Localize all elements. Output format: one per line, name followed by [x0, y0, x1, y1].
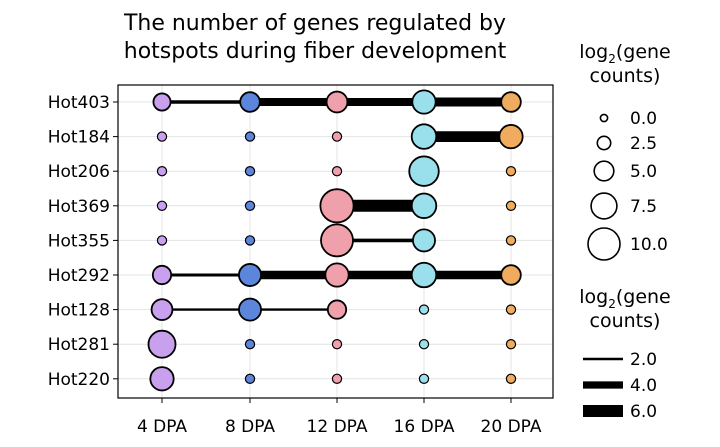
dot-hot206-8-dpa	[244, 166, 256, 177]
dot-hot355-16-dpa	[412, 228, 436, 253]
dot-hot403-20-dpa	[500, 91, 522, 113]
x-tick-label-8-dpa: 8 DPA	[225, 417, 275, 437]
size-legend-circle-2	[593, 160, 615, 182]
dot-hot206-4-dpa	[156, 166, 168, 177]
size-legend-label-3: 7.5	[630, 197, 657, 217]
size-legend-title-line-2: counts)	[590, 65, 661, 87]
dot-hot292-20-dpa	[500, 264, 522, 286]
size-legend-circle-4	[587, 227, 621, 261]
dot-hot128-8-dpa	[238, 297, 262, 322]
dot-hot355-4-dpa	[156, 235, 168, 246]
dot-hot128-20-dpa	[505, 304, 517, 315]
dot-hot220-20-dpa	[505, 373, 517, 384]
size-legend-label-0: 0.0	[630, 109, 657, 129]
dot-hot206-20-dpa	[505, 166, 517, 177]
dot-hot369-20-dpa	[505, 200, 517, 211]
width-legend-label-1: 4.0	[630, 376, 657, 396]
chart-title-line-1: The number of genes regulated by	[123, 11, 506, 36]
y-tick-label-hot355: Hot355	[48, 231, 110, 251]
size-legend-circle-0	[599, 113, 609, 123]
dot-hot220-8-dpa	[244, 373, 256, 384]
width-legend-title-line-2: counts)	[590, 310, 661, 332]
width-legend-label-2: 6.0	[630, 402, 657, 422]
size-legend-circle-1	[596, 135, 612, 151]
dot-hot369-16-dpa	[410, 192, 438, 219]
size-legend-circle-3	[590, 192, 618, 220]
dot-hot220-16-dpa	[418, 373, 430, 384]
legend: log2(genecounts)0.02.55.07.510.0log2(gen…	[579, 41, 671, 422]
dot-hot184-8-dpa	[244, 131, 256, 142]
dot-hot220-12-dpa	[331, 373, 343, 384]
plot-frame	[117, 84, 554, 399]
dot-hot128-16-dpa	[418, 304, 430, 315]
y-tick-label-hot220: Hot220	[48, 370, 110, 390]
x-tick-label-20-dpa: 20 DPA	[481, 417, 542, 437]
dot-hot403-12-dpa	[325, 90, 349, 114]
x-tick-label-4-dpa: 4 DPA	[137, 417, 187, 437]
dot-hot220-4-dpa	[149, 366, 175, 392]
y-tick-label-hot184: Hot184	[48, 128, 110, 148]
size-legend-label-2: 5.0	[630, 162, 657, 182]
width-legend-label-0: 2.0	[630, 350, 657, 370]
dot-hot355-8-dpa	[244, 235, 256, 246]
dot-hot184-4-dpa	[156, 131, 168, 142]
dot-hot292-8-dpa	[238, 263, 262, 287]
y-tick-label-hot369: Hot369	[48, 197, 110, 217]
chart-title-line-2: hotspots during fiber development	[124, 39, 507, 64]
dot-hot206-16-dpa	[408, 155, 440, 187]
dot-hot281-12-dpa	[331, 339, 343, 350]
dot-hot369-8-dpa	[244, 200, 256, 211]
size-legend-title-line-1: log2(gene	[579, 41, 671, 66]
y-tick-label-hot281: Hot281	[48, 335, 110, 355]
dot-hot369-12-dpa	[319, 188, 355, 224]
dot-hot184-16-dpa	[410, 123, 438, 150]
dot-hot281-20-dpa	[505, 339, 517, 350]
y-tick-label-hot403: Hot403	[48, 93, 110, 113]
x-tick-label-12-dpa: 12 DPA	[307, 417, 368, 437]
dot-hot403-4-dpa	[152, 92, 172, 112]
dot-hot184-20-dpa	[498, 124, 524, 150]
y-tick-label-hot128: Hot128	[48, 301, 110, 321]
dot-hot292-12-dpa	[324, 262, 350, 288]
size-legend-label-4: 10.0	[630, 235, 668, 255]
y-tick-label-hot292: Hot292	[48, 266, 110, 286]
dot-hot292-16-dpa	[410, 261, 438, 289]
dot-hot128-12-dpa	[326, 299, 348, 320]
dot-hot355-20-dpa	[505, 235, 517, 246]
dot-hot355-12-dpa	[320, 223, 354, 258]
dot-hot281-16-dpa	[418, 339, 430, 350]
dot-hot128-4-dpa	[150, 298, 174, 321]
dot-hot206-12-dpa	[331, 166, 343, 177]
dot-hot281-8-dpa	[244, 339, 256, 350]
plot-area: 4 DPA 8 DPA 12 DPA 16 DPA 20 DPA Hot403 Hot184…	[48, 84, 554, 437]
dot-hot403-16-dpa	[411, 89, 437, 115]
y-tick-label-hot206: Hot206	[48, 162, 110, 182]
size-legend-label-1: 2.5	[630, 134, 657, 154]
dot-hot292-4-dpa	[151, 264, 173, 286]
dot-hot184-12-dpa	[331, 131, 343, 142]
dot-hot281-4-dpa	[147, 329, 177, 359]
x-tick-label-16-dpa: 16 DPA	[394, 417, 455, 437]
dot-hot403-8-dpa	[239, 91, 261, 113]
dot-hot369-4-dpa	[156, 200, 168, 211]
width-legend-title-line-1: log2(gene	[579, 286, 671, 311]
